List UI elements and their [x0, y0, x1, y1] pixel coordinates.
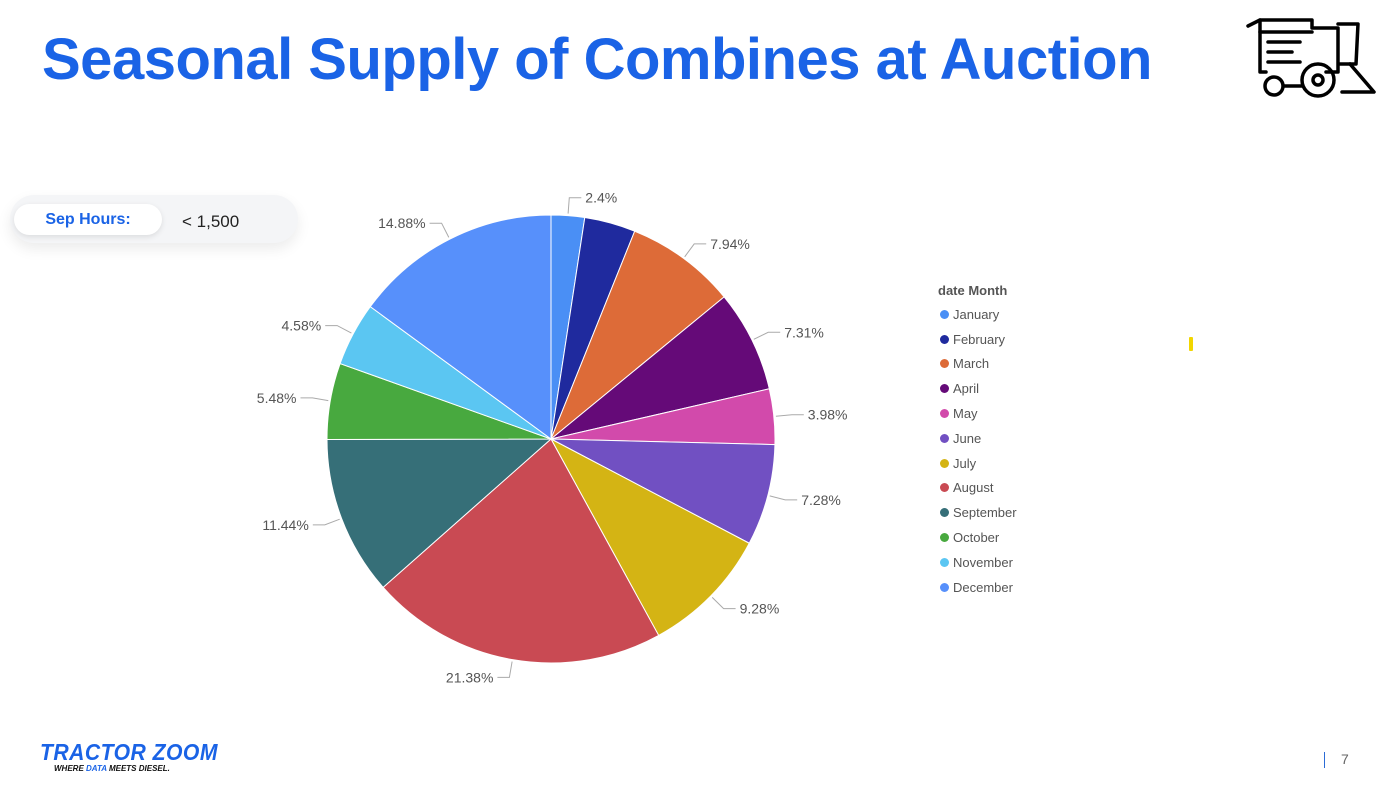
legend-label: December — [953, 579, 1013, 595]
legend-item[interactable]: May — [938, 401, 1017, 426]
pie-slice-december[interactable] — [369, 214, 552, 440]
legend-item[interactable]: February — [938, 327, 1017, 352]
pie-slice-april[interactable] — [550, 296, 770, 440]
legend-label: August — [953, 480, 994, 496]
data-label: 2.4% — [585, 190, 617, 206]
legend-item[interactable]: March — [938, 352, 1017, 377]
legend-marker-icon — [940, 433, 949, 443]
page-number: 7 — [1341, 751, 1349, 767]
logo-wordmark: TRACTOR ZOOM — [40, 739, 218, 765]
legend-marker-icon — [940, 533, 949, 543]
leader-line — [312, 518, 340, 526]
data-label: 11.44% — [262, 517, 308, 533]
filter-card[interactable]: Sep Hours: < 1,500 — [10, 195, 298, 243]
legend-item[interactable]: June — [938, 426, 1017, 451]
legend-label: January — [953, 306, 1000, 322]
page-divider — [1324, 752, 1325, 768]
data-label: 4.58% — [281, 318, 321, 334]
pie-slice-august[interactable] — [382, 438, 660, 664]
data-label: 14.88% — [378, 215, 425, 231]
legend-label: July — [953, 455, 977, 471]
legend-item[interactable]: January — [938, 302, 1017, 327]
pie-slice-june[interactable] — [550, 438, 776, 544]
leader-line — [429, 222, 450, 238]
cursor-marker — [1189, 337, 1193, 351]
data-label: 9.28% — [740, 601, 780, 617]
logo-tagline-highlight: DATA — [86, 764, 107, 773]
data-label: 21.38% — [446, 669, 493, 685]
legend-item[interactable]: December — [938, 575, 1017, 600]
filter-value[interactable]: < 1,500 — [182, 212, 240, 231]
legend-label: April — [953, 381, 980, 397]
legend-marker-icon — [940, 409, 949, 419]
legend-marker-icon — [940, 309, 949, 319]
leader-line — [684, 243, 707, 258]
legend-marker-icon — [940, 483, 949, 493]
legend-item[interactable]: September — [938, 500, 1017, 525]
pie-slice-july[interactable] — [549, 437, 750, 637]
leader-line — [711, 597, 736, 610]
legend-marker-icon — [940, 334, 949, 344]
legend-item[interactable]: April — [938, 376, 1017, 401]
legend-label: May — [953, 406, 978, 422]
leader-line — [300, 397, 329, 402]
pie-slice-september[interactable] — [326, 438, 553, 589]
leader-line — [325, 325, 352, 334]
legend-marker-icon — [940, 359, 949, 369]
leader-line — [497, 661, 513, 678]
tractor-zoom-logo: TRACTOR ZOOM WHERE DATA MEETS DIESEL. — [40, 740, 233, 773]
chart-legend: date Month January February March April May J… — [938, 283, 1017, 600]
legend-label: February — [953, 331, 1006, 347]
legend-item[interactable]: July — [938, 451, 1017, 476]
logo-tagline-part: MEETS DIESEL. — [106, 764, 170, 773]
pie-slice-march[interactable] — [550, 230, 725, 440]
logo-tagline-part: WHERE — [54, 764, 86, 773]
legend-marker-icon — [940, 384, 949, 394]
leader-line — [769, 495, 798, 501]
legend-item[interactable]: November — [938, 550, 1017, 575]
data-label: 7.94% — [710, 236, 750, 252]
legend-title: date Month — [938, 283, 1008, 298]
legend-marker-icon — [940, 582, 949, 592]
legend-marker-icon — [940, 557, 949, 567]
data-label: 5.48% — [257, 390, 297, 406]
leader-line — [753, 331, 781, 340]
legend-label: March — [953, 356, 990, 372]
slide-title: Seasonal Supply of Combines at Auction — [42, 27, 1153, 92]
data-label: 7.31% — [784, 324, 824, 340]
legend-label: November — [953, 554, 1013, 570]
leader-line — [567, 197, 582, 214]
legend-label: October — [953, 530, 1000, 546]
legend-label: September — [953, 505, 1017, 521]
legend-marker-icon — [940, 508, 949, 518]
legend-marker-icon — [940, 458, 949, 468]
leader-line — [775, 414, 804, 417]
data-label: 7.28% — [801, 492, 841, 508]
logo-tagline: WHERE DATA MEETS DIESEL. — [54, 764, 233, 773]
legend-item[interactable]: August — [938, 476, 1017, 501]
combine-harvester-icon — [1246, 18, 1376, 98]
legend-item[interactable]: October — [938, 525, 1017, 550]
legend-label: June — [953, 430, 982, 446]
data-label: 3.98% — [808, 407, 848, 423]
filter-label: Sep Hours: — [14, 204, 162, 235]
